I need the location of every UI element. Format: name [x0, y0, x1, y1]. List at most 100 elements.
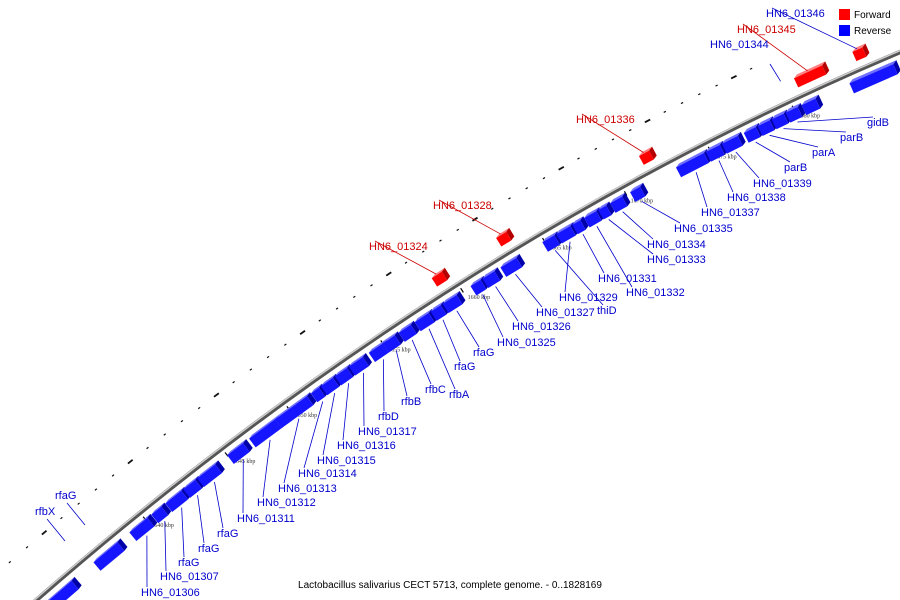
- gene-box[interactable]: [598, 201, 615, 220]
- scale-tick-label: 1665 kbp: [549, 245, 572, 251]
- gene-label[interactable]: rfbA: [449, 389, 470, 401]
- gene-box-front: [227, 443, 250, 464]
- gene-label[interactable]: HN6_01311: [237, 513, 295, 525]
- gene-box[interactable]: [348, 353, 373, 376]
- gene-box[interactable]: [151, 502, 172, 524]
- gene-box[interactable]: [793, 61, 830, 88]
- gene-label[interactable]: HN6_01344: [710, 39, 769, 51]
- gene-label[interactable]: rfaG: [55, 490, 76, 502]
- gene-label[interactable]: HN6_01307: [160, 571, 219, 583]
- gene-box-side: [318, 383, 329, 397]
- gene-box[interactable]: [442, 290, 466, 314]
- gene-label[interactable]: rfbB: [401, 396, 421, 408]
- gene-label[interactable]: parA: [812, 147, 836, 159]
- gene-label[interactable]: rfaG: [473, 347, 494, 359]
- leader-line: [181, 507, 185, 558]
- gene-label[interactable]: HN6_01306: [141, 587, 200, 599]
- track-dot: [577, 157, 580, 160]
- gene-box[interactable]: [129, 513, 158, 542]
- gene-box[interactable]: [638, 146, 657, 165]
- gene-label[interactable]: rfaG: [198, 543, 219, 555]
- gene-label[interactable]: HN6_01339: [753, 178, 812, 190]
- leader-line: [374, 240, 437, 275]
- gene-box-front: [496, 231, 512, 247]
- gene-label[interactable]: HN6_01326: [512, 321, 571, 333]
- gene-label[interactable]: HN6_01313: [278, 483, 337, 495]
- leader-line: [515, 273, 543, 308]
- gene-label[interactable]: parB: [840, 132, 863, 144]
- gene-box[interactable]: [849, 60, 900, 94]
- gene-box-top: [610, 192, 626, 204]
- gene-box[interactable]: [320, 373, 343, 396]
- gene-label[interactable]: rfbC: [425, 384, 446, 396]
- gene-box-side: [410, 320, 420, 334]
- gene-label[interactable]: HN6_01314: [298, 468, 357, 480]
- leader-line: [382, 359, 385, 412]
- gene-box[interactable]: [500, 253, 526, 277]
- gene-box-side: [306, 392, 317, 406]
- gene-box-front: [705, 144, 725, 162]
- gene-label[interactable]: rfaG: [178, 557, 199, 569]
- gene-box[interactable]: [382, 331, 404, 353]
- gene-label[interactable]: HN6_01324: [369, 241, 428, 253]
- gene-label[interactable]: HN6_01346: [766, 8, 825, 20]
- gene-box[interactable]: [431, 267, 451, 287]
- gene-label[interactable]: HN6_01315: [317, 455, 376, 467]
- gene-label[interactable]: HN6_01337: [701, 207, 760, 219]
- gene-label[interactable]: HN6_01328: [433, 200, 492, 212]
- gene-label[interactable]: HN6_01327: [536, 307, 595, 319]
- gene-box[interactable]: [275, 392, 317, 429]
- leader-line: [482, 294, 504, 338]
- gene-label[interactable]: HN6_01317: [358, 426, 417, 438]
- gene-box[interactable]: [310, 383, 329, 403]
- gene-label[interactable]: HN6_01333: [647, 254, 706, 266]
- gene-box[interactable]: [630, 182, 649, 202]
- gene-label[interactable]: gidB: [867, 117, 889, 129]
- leader-line: [303, 401, 324, 469]
- gene-label[interactable]: rfbX: [35, 506, 56, 518]
- gene-box[interactable]: [785, 102, 806, 123]
- gene-label[interactable]: rfaG: [454, 361, 475, 373]
- gene-label[interactable]: HN6_01329: [559, 292, 618, 304]
- gene-label[interactable]: rfaG: [217, 528, 238, 540]
- gene-box-front: [801, 98, 821, 116]
- gene-box-side: [71, 576, 82, 590]
- gene-box[interactable]: [46, 576, 82, 600]
- gene-label[interactable]: HN6_01335: [674, 223, 733, 235]
- gene-box[interactable]: [572, 216, 589, 235]
- gene-features: [46, 43, 900, 600]
- gene-label[interactable]: HN6_01334: [647, 239, 706, 251]
- gene-box[interactable]: [721, 131, 746, 154]
- map-caption: Lactobacillus salivarius CECT 5713, comp…: [298, 580, 602, 591]
- gene-label[interactable]: HN6_01345: [737, 24, 796, 36]
- gene-box[interactable]: [93, 538, 128, 571]
- gene-box[interactable]: [197, 460, 225, 487]
- track-dot: [266, 355, 270, 359]
- gene-label[interactable]: HN6_01338: [727, 192, 786, 204]
- gene-label[interactable]: HN6_01325: [497, 337, 556, 349]
- gene-box[interactable]: [227, 439, 253, 464]
- gene-box[interactable]: [398, 320, 420, 342]
- gene-label[interactable]: HN6_01331: [598, 273, 657, 285]
- gene-box[interactable]: [165, 486, 192, 513]
- gene-label[interactable]: HN6_01316: [337, 440, 396, 452]
- gene-box[interactable]: [183, 475, 205, 498]
- track-dot: [663, 110, 667, 113]
- leader-line: [755, 141, 791, 163]
- gene-box[interactable]: [496, 227, 515, 247]
- gene-box[interactable]: [334, 364, 357, 386]
- gene-box[interactable]: [482, 267, 504, 288]
- gene-label[interactable]: HN6_01336: [576, 114, 635, 126]
- gene-box[interactable]: [852, 43, 870, 62]
- gene-label[interactable]: thiD: [597, 305, 617, 317]
- gene-box-front: [757, 120, 775, 136]
- gene-label[interactable]: parB: [784, 162, 807, 174]
- leader-line: [769, 63, 781, 82]
- gene-box[interactable]: [610, 192, 631, 213]
- gene-box[interactable]: [801, 94, 824, 116]
- gene-label[interactable]: rfbD: [378, 411, 399, 423]
- gene-label[interactable]: HN6_01312: [257, 497, 316, 509]
- gene-label[interactable]: HN6_01332: [626, 287, 685, 299]
- gene-box-side: [362, 353, 373, 367]
- track-dot: [94, 488, 98, 491]
